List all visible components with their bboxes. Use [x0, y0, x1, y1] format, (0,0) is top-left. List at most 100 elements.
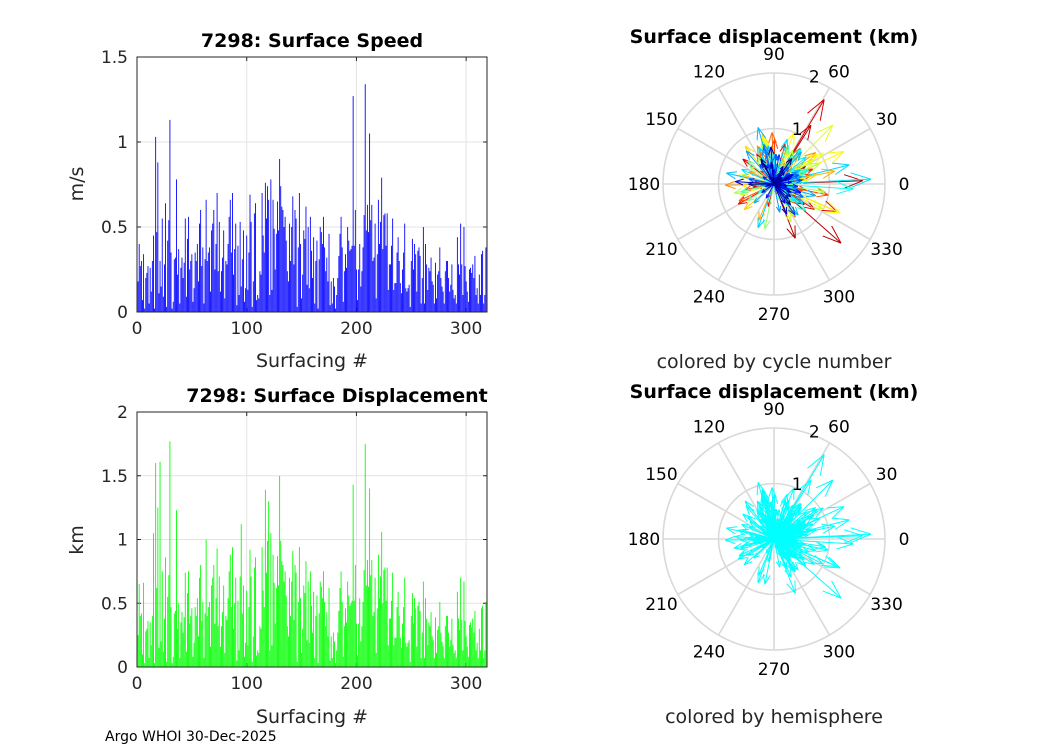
polar-hemisphere-arrow-head [794, 529, 800, 535]
speed-bar [380, 221, 382, 312]
speed-bar [459, 274, 461, 312]
polar-hemisphere-arrow-head [787, 535, 792, 538]
displacement-bar [335, 663, 337, 667]
polar-cycle-arrow-head [733, 187, 742, 194]
displacement-bar [409, 661, 411, 667]
speed-bar [163, 264, 165, 312]
speed-bar [313, 237, 315, 312]
speed-bar [263, 252, 265, 312]
speed-bar [352, 96, 354, 312]
displacement-bar [411, 593, 413, 667]
speed-bar [425, 244, 426, 312]
speed-bar [260, 274, 262, 312]
speed-bar [354, 210, 356, 312]
speed-bar [217, 271, 219, 312]
polar-hemisphere-arrow-head [800, 532, 809, 536]
displacement-bar [455, 658, 457, 667]
displacement-bar [173, 613, 175, 667]
speed-bar [430, 257, 432, 312]
polar-hemisphere-arrow [741, 523, 775, 540]
displacement-bar [267, 540, 269, 667]
polar-cycle-angle-label: 300 [823, 288, 855, 308]
speed-x-tick-label: 100 [230, 319, 262, 339]
displacement-bar [200, 565, 202, 667]
speed-bar [373, 257, 375, 312]
polar-cycle-arrow-head [763, 143, 770, 152]
speed-bar [206, 261, 208, 312]
polar-hemisphere-angle-label: 60 [828, 417, 850, 437]
displacement-x-label: Surfacing # [256, 706, 368, 728]
displacement-bar [350, 603, 352, 667]
polar-cycle-arrow-head [740, 184, 748, 188]
polar-hemisphere-arrow-head [792, 503, 802, 510]
speed-bar [148, 303, 150, 312]
speed-bar [319, 227, 321, 312]
displacement-bar [465, 636, 467, 667]
displacement-bar [192, 656, 194, 667]
polar-cycle-arrow-head [788, 209, 796, 216]
polar-cycle-arrow-shaft [747, 160, 775, 185]
speed-bar [374, 223, 376, 312]
displacement-bar [428, 622, 430, 667]
speed-bar [275, 233, 277, 312]
displacement-bar [146, 628, 148, 667]
displacement-bar [257, 650, 259, 667]
polar-cycle-arrow-head [761, 191, 766, 194]
displacement-bar [208, 601, 210, 667]
speed-bar [161, 218, 163, 312]
speed-bar [256, 300, 258, 312]
displacement-bar [392, 572, 394, 667]
displacement-bar [145, 631, 147, 667]
displacement-x-tick-label: 200 [340, 674, 372, 694]
polar-cycle-arrow-head [781, 208, 788, 215]
speed-bar [280, 186, 282, 312]
speed-bar [149, 267, 151, 312]
speed-bar [449, 291, 451, 312]
polar-hemisphere-arrow-head [770, 501, 775, 510]
polar-cycle-angle-label: 150 [645, 110, 677, 130]
speed-bar [212, 223, 214, 312]
speed-bar [431, 281, 433, 312]
displacement-bar [456, 591, 458, 667]
polar-cycle-arrow-head [748, 183, 754, 187]
displacement-bar [232, 547, 233, 667]
speed-bar [477, 303, 479, 312]
displacement-bar [460, 577, 462, 667]
speed-bar [200, 210, 202, 312]
displacement-bar [143, 582, 145, 667]
displacement-bar [255, 557, 256, 667]
speed-bar [239, 221, 241, 312]
speed-bar [447, 261, 448, 312]
speed-bar [224, 298, 226, 312]
polar-hemisphere-arrow-head [733, 547, 743, 550]
displacement-bar [329, 660, 331, 667]
polar-hemisphere-arrow-head [810, 562, 823, 565]
displacement-bar [339, 587, 341, 667]
displacement-bar [150, 645, 152, 667]
polar-hemisphere-arrow-head [756, 482, 759, 496]
displacement-bar [245, 642, 247, 667]
displacement-bar [365, 585, 367, 667]
speed-bar [298, 193, 300, 312]
displacement-bar [386, 567, 388, 667]
polar-hemisphere-arrow-head [834, 519, 850, 530]
speed-bar [144, 308, 146, 312]
polar-cycle-arrow-head [792, 183, 798, 187]
speed-bar [426, 264, 428, 312]
speed-y-tick-label: 1.5 [101, 48, 128, 68]
displacement-bar [180, 622, 182, 667]
polar-cycle-arrow-head [792, 171, 798, 177]
polar-hemisphere-arrow-head [781, 563, 788, 570]
polar-cycle-arrow-head [770, 164, 773, 170]
polar-cycle-arrow-head [795, 164, 801, 171]
speed-bar [317, 308, 319, 312]
speed-bar [225, 261, 227, 312]
speed-bar [258, 298, 260, 312]
polar-hemisphere-arrow-head [790, 553, 797, 557]
displacement-bar [395, 637, 397, 667]
polar-cycle-arrow-head [738, 194, 746, 202]
polar-cycle-arrow-head [822, 170, 836, 179]
polar-hemisphere-angle-label: 300 [823, 643, 855, 663]
speed-bar [170, 252, 172, 312]
polar-cycle-arrow-head [764, 220, 771, 230]
